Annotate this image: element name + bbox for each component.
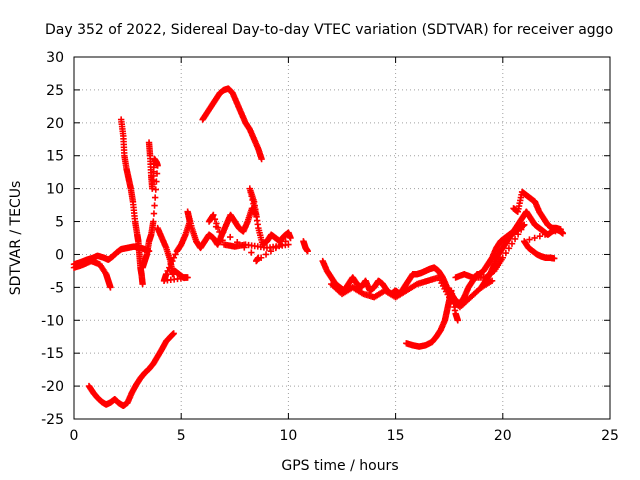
series-mid-cluster: [154, 185, 294, 284]
data-point: [287, 234, 294, 242]
data-point: [511, 235, 519, 243]
chart-title: Day 352 of 2022, Sidereal Day-to-day VTE…: [45, 22, 613, 38]
data-point: [150, 210, 158, 217]
data-point: [211, 215, 219, 223]
data-point: [170, 330, 177, 337]
data-point: [214, 224, 222, 231]
data-point: [166, 264, 173, 271]
data-point: [258, 155, 265, 163]
axis-ticks: 0 5 10 15 20 25 -25 -20 -15 -10 -5 0 5 10 15 20 25 30: [41, 50, 619, 444]
data-point: [454, 317, 461, 324]
x-tick-label: 0: [70, 428, 79, 444]
x-tick-label: 5: [177, 428, 186, 444]
y-tick-label: 25: [46, 83, 64, 99]
data-point: [164, 267, 171, 275]
data-point: [267, 247, 275, 255]
data-point: [151, 194, 159, 201]
y-tick-label: -20: [41, 379, 64, 395]
series-late-rise: [476, 208, 567, 278]
data-point: [153, 178, 160, 185]
y-tick-label: -15: [41, 346, 64, 362]
data-point: [169, 257, 176, 265]
plot-frame: [73, 56, 611, 420]
data-point: [514, 231, 522, 238]
data-point: [152, 186, 159, 193]
data-point: [154, 162, 161, 169]
y-tick-label: 0: [55, 247, 64, 263]
y-tick-label: -25: [41, 412, 64, 428]
y-tick-label: 10: [46, 182, 64, 198]
data-point: [483, 273, 491, 280]
data-point: [219, 237, 226, 244]
series-hook: [403, 287, 461, 350]
x-tick-label: 15: [387, 428, 405, 444]
data-point: [151, 202, 158, 209]
y-tick-label: -5: [50, 280, 64, 296]
data-point: [255, 254, 262, 261]
data-point: [139, 280, 146, 288]
data-point: [521, 221, 528, 229]
x-tick-label: 10: [279, 428, 297, 444]
series-spike-2: [117, 116, 146, 288]
data-point: [216, 228, 223, 236]
data-point: [162, 271, 170, 278]
data-point: [502, 249, 510, 257]
data-point: [139, 264, 146, 271]
series-deep-neg: [85, 330, 177, 410]
data-point: [488, 277, 496, 284]
y-tick-label: 20: [46, 116, 64, 132]
data-point: [248, 249, 255, 256]
data-point: [551, 255, 558, 262]
data-point: [557, 226, 564, 233]
data-point: [167, 261, 174, 268]
data-point: [227, 233, 234, 241]
data-point: [285, 241, 292, 248]
data-point: [210, 211, 217, 219]
y-tick-label: 5: [55, 215, 64, 231]
data-point: [508, 240, 516, 247]
x-tick-label: 20: [494, 428, 512, 444]
data-point: [547, 229, 554, 237]
data-point: [153, 170, 161, 177]
data-point: [559, 230, 567, 237]
series-evening-neg: [319, 257, 485, 308]
data-point: [170, 254, 178, 261]
data-point: [452, 274, 459, 281]
series-late-low: [452, 221, 528, 291]
series-low-left-b: [70, 257, 114, 291]
series-late-high: [510, 188, 564, 262]
y-tick-label: -10: [41, 313, 64, 329]
data-point: [107, 284, 114, 291]
data-point: [552, 227, 559, 235]
data-point: [213, 220, 220, 227]
y-axis-title: SDTVAR / TECUs: [8, 181, 24, 296]
series-evening-neg-b: [328, 274, 496, 311]
data-point: [505, 245, 513, 252]
series-high-arc: [199, 85, 265, 163]
data-point: [304, 247, 311, 255]
data-points: [70, 85, 567, 410]
data-point: [541, 231, 549, 238]
data-point: [531, 234, 538, 242]
y-tick-label: 30: [46, 50, 64, 66]
series-spike-3: [139, 139, 161, 271]
data-point: [536, 233, 544, 240]
data-point: [526, 236, 533, 243]
x-tick-label: 25: [601, 428, 619, 444]
x-axis-title: GPS time / hours: [281, 458, 398, 474]
series-gap-small: [300, 238, 311, 255]
y-tick-label: 15: [46, 149, 64, 165]
data-point: [262, 251, 270, 258]
data-point: [172, 251, 179, 258]
data-point: [517, 226, 525, 233]
data-point: [217, 232, 225, 240]
